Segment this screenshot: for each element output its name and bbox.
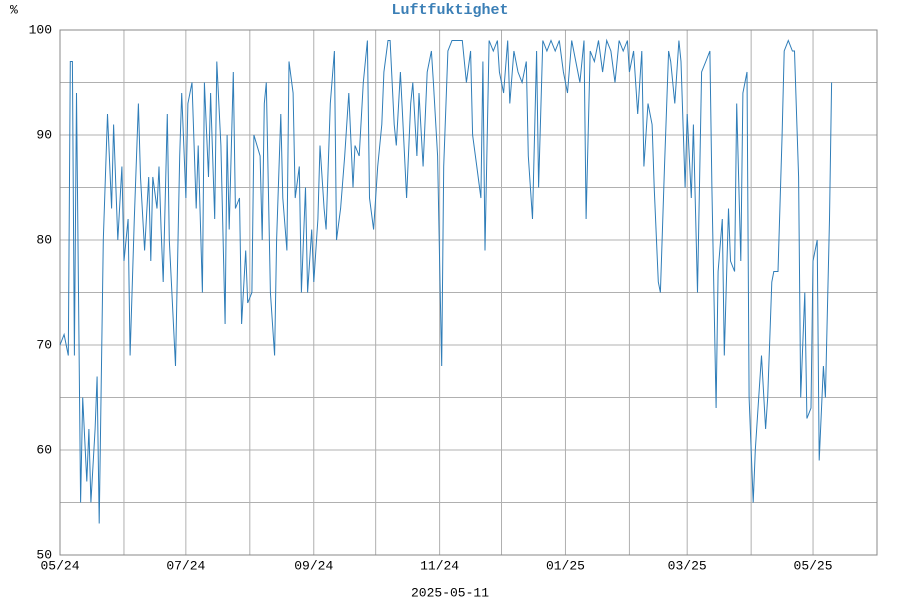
- y-tick-label: 80: [36, 232, 52, 247]
- x-tick-label: 01/25: [546, 558, 585, 573]
- y-tick-label: 50: [36, 547, 52, 562]
- chart-title: Luftfuktighet: [391, 2, 508, 19]
- data-line: [59, 38, 833, 524]
- y-tick-label: 70: [36, 337, 52, 352]
- y-axis-label: %: [10, 2, 18, 17]
- x-tick-label: 11/24: [420, 558, 459, 573]
- x-tick-label: 03/25: [668, 558, 707, 573]
- x-axis-label: 2025-05-11: [411, 585, 489, 600]
- x-tick-label: 05/25: [794, 558, 833, 573]
- y-tick-label: 90: [36, 127, 52, 142]
- y-tick-label: 60: [36, 442, 52, 457]
- x-tick-label: 07/24: [166, 558, 205, 573]
- y-tick-label: 100: [29, 22, 52, 37]
- x-tick-label: 05/24: [40, 558, 79, 573]
- x-tick-label: 09/24: [294, 558, 333, 573]
- plot-border: [59, 29, 878, 556]
